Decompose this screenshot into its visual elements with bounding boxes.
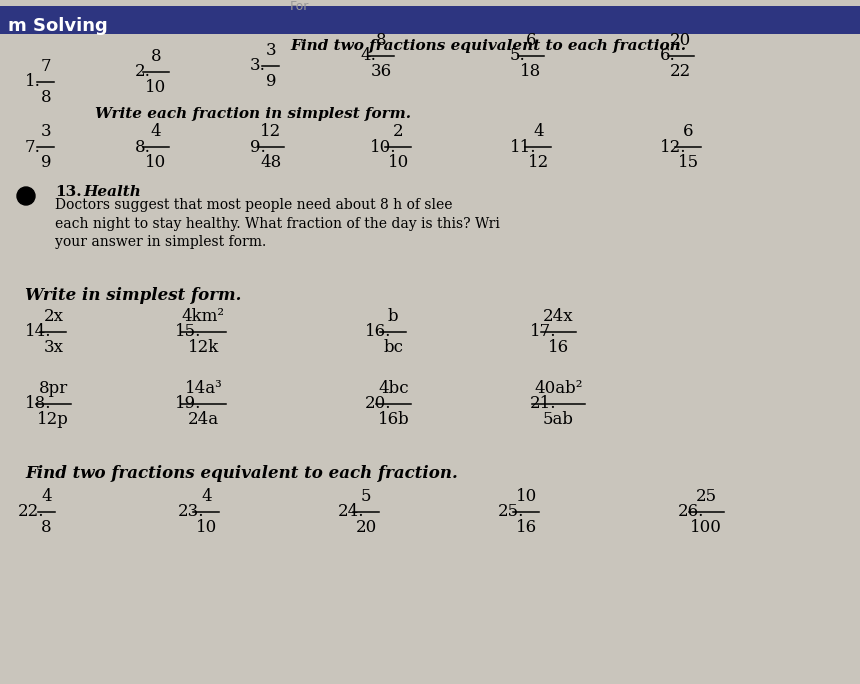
Circle shape xyxy=(17,187,35,205)
Text: 5.: 5. xyxy=(510,47,525,64)
Text: Write in simplest form.: Write in simplest form. xyxy=(25,287,242,304)
Text: 100: 100 xyxy=(691,518,722,536)
Text: 3: 3 xyxy=(266,42,276,60)
Text: 25.: 25. xyxy=(498,503,525,521)
Text: 4: 4 xyxy=(533,123,544,140)
Text: 11.: 11. xyxy=(510,138,537,155)
Text: Health: Health xyxy=(83,185,141,199)
Text: 23.: 23. xyxy=(178,503,205,521)
Text: 6: 6 xyxy=(525,32,536,49)
Text: 10.: 10. xyxy=(370,138,396,155)
Text: 22.: 22. xyxy=(18,503,45,521)
Text: 3: 3 xyxy=(40,123,52,140)
Text: 8pr: 8pr xyxy=(39,380,68,397)
Text: 2: 2 xyxy=(393,123,403,140)
Text: 14.: 14. xyxy=(25,324,52,341)
Text: 3x: 3x xyxy=(43,339,64,356)
Text: 8: 8 xyxy=(376,32,386,49)
Text: Write each fraction in simplest form.: Write each fraction in simplest form. xyxy=(95,107,411,121)
Text: 10: 10 xyxy=(145,154,167,170)
Text: 16: 16 xyxy=(516,518,537,536)
Text: 12.: 12. xyxy=(660,138,686,155)
Text: 20: 20 xyxy=(670,32,691,49)
Text: 15: 15 xyxy=(678,154,699,170)
Text: 4bc: 4bc xyxy=(378,380,408,397)
Text: 4: 4 xyxy=(150,123,161,140)
Text: 12p: 12p xyxy=(37,410,70,428)
Text: 12k: 12k xyxy=(187,339,219,356)
Text: 24.: 24. xyxy=(338,503,365,521)
Text: 13.: 13. xyxy=(55,185,82,199)
Text: 24a: 24a xyxy=(187,410,219,428)
Text: 7.: 7. xyxy=(25,138,41,155)
Text: 12: 12 xyxy=(528,154,549,170)
Text: bc: bc xyxy=(384,339,403,356)
Text: 6: 6 xyxy=(683,123,693,140)
Text: b: b xyxy=(388,308,399,326)
Text: 21.: 21. xyxy=(530,395,556,412)
Text: 18: 18 xyxy=(520,63,542,79)
Text: 20.: 20. xyxy=(365,395,391,412)
Text: 4.: 4. xyxy=(360,47,376,64)
Text: 15.: 15. xyxy=(175,324,201,341)
Text: 7: 7 xyxy=(40,58,52,75)
Text: 14a³: 14a³ xyxy=(184,380,222,397)
Text: 22: 22 xyxy=(670,63,691,79)
Text: 10: 10 xyxy=(516,488,537,505)
Text: 3.: 3. xyxy=(250,57,266,75)
Text: 19.: 19. xyxy=(175,395,201,412)
Text: 10: 10 xyxy=(196,518,217,536)
Text: 40ab²: 40ab² xyxy=(534,380,582,397)
Text: 4km²: 4km² xyxy=(181,308,224,326)
Text: Find two fractions equivalent to each fraction.: Find two fractions equivalent to each fr… xyxy=(25,466,458,482)
Text: 6.: 6. xyxy=(660,47,676,64)
Text: 10: 10 xyxy=(388,154,409,170)
Text: 5: 5 xyxy=(361,488,372,505)
Text: 2.: 2. xyxy=(135,64,150,81)
Text: 9: 9 xyxy=(40,154,51,170)
Text: Doctors suggest that most people need about 8 h of slee: Doctors suggest that most people need ab… xyxy=(55,198,452,212)
Text: 25: 25 xyxy=(696,488,717,505)
Text: 8: 8 xyxy=(150,49,161,66)
Text: 17.: 17. xyxy=(530,324,556,341)
Text: 16: 16 xyxy=(548,339,568,356)
Text: 16b: 16b xyxy=(378,410,409,428)
Text: Find two fractions equivalent to each fraction.: Find two fractions equivalent to each fr… xyxy=(290,39,686,53)
Text: 8: 8 xyxy=(40,89,52,105)
Text: 1.: 1. xyxy=(25,73,41,90)
Text: each night to stay healthy. What fraction of the day is this? Wri: each night to stay healthy. What fractio… xyxy=(55,217,500,231)
Text: 8: 8 xyxy=(41,518,52,536)
Text: 4: 4 xyxy=(41,488,52,505)
Text: 4: 4 xyxy=(201,488,212,505)
Text: 10: 10 xyxy=(145,79,167,96)
Text: 36: 36 xyxy=(371,63,391,79)
Text: 2x: 2x xyxy=(43,308,64,326)
Text: 5ab: 5ab xyxy=(543,410,574,428)
Bar xyxy=(0,6,860,34)
Text: m Solving: m Solving xyxy=(8,17,108,35)
Text: 8.: 8. xyxy=(135,138,150,155)
Text: your answer in simplest form.: your answer in simplest form. xyxy=(55,235,267,250)
Text: 16.: 16. xyxy=(365,324,391,341)
Text: 24x: 24x xyxy=(543,308,574,326)
Text: 9.: 9. xyxy=(250,138,266,155)
Text: 26.: 26. xyxy=(678,503,704,521)
Text: 9: 9 xyxy=(266,73,276,90)
Text: 12: 12 xyxy=(261,123,281,140)
Text: 20: 20 xyxy=(356,518,377,536)
Text: 18.: 18. xyxy=(25,395,52,412)
Text: For: For xyxy=(290,0,310,12)
Text: 48: 48 xyxy=(261,154,281,170)
